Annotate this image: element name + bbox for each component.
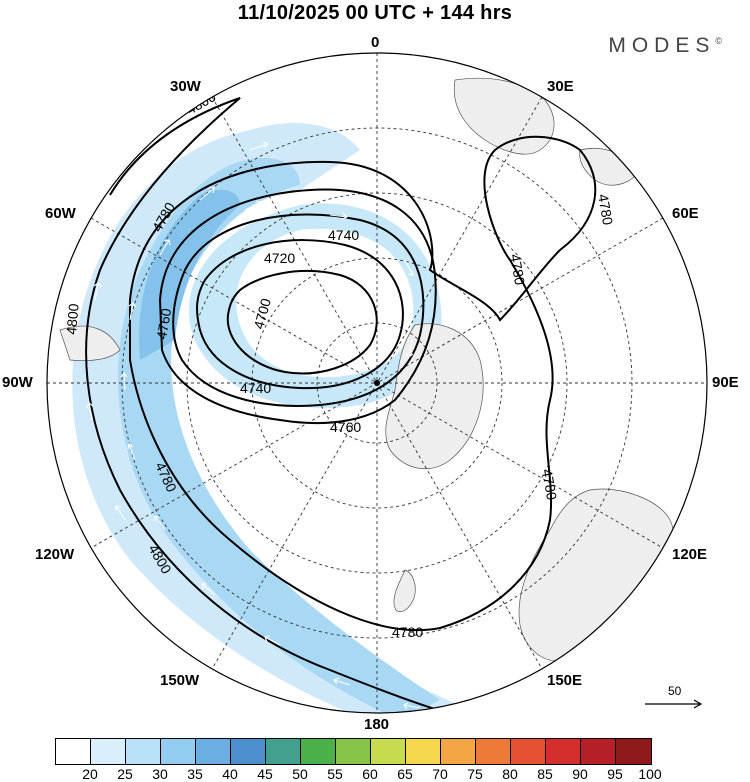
colorbar-tick-label: 95 [607, 766, 623, 782]
landmass-south-america-tip [59, 325, 121, 362]
colorbar-tick-label: 80 [502, 766, 518, 782]
polar-map: 4700 4720 4740 4740 4760 4760 4780 4780 … [46, 52, 708, 714]
colorbar-tick-label: 90 [572, 766, 588, 782]
landmass-africa [579, 147, 641, 186]
contour-4780 [129, 135, 597, 632]
colorbar-swatch [56, 739, 91, 764]
wind-shading-core [139, 189, 240, 360]
landmass-new-zealand [393, 569, 416, 612]
contour-label-4780-right: 4780 [507, 253, 528, 287]
contour-label-4780-east: 4780 [595, 193, 616, 227]
colorbar-swatch [616, 739, 651, 764]
wind-vectors [86, 141, 421, 710]
colorbar-tick-label: 25 [117, 766, 133, 782]
lon-label-150e: 150E [547, 672, 583, 689]
colorbar-swatch [406, 739, 441, 764]
colorbar-tick-label: 70 [432, 766, 448, 782]
colorbar-swatch [91, 739, 126, 764]
contour-label-4720: 4720 [264, 250, 295, 266]
contour-4700 [226, 269, 378, 375]
colorbar-tick-label: 85 [537, 766, 553, 782]
contour-label-4780-south: 4780 [539, 468, 560, 502]
contour-label-4780-bottom: 4780 [392, 624, 423, 640]
wind-shading-ring [188, 203, 442, 408]
colorbar-swatch [196, 739, 231, 764]
lon-label-90e: 90E [712, 374, 739, 391]
chart-title: 11/10/2025 00 UTC + 144 hrs [237, 2, 513, 24]
brand-logo: MODES© [608, 34, 722, 58]
colorbar-swatch [126, 739, 161, 764]
contour-label-4760-left: 4760 [153, 307, 174, 341]
colorbar-tick-label: 55 [327, 766, 343, 782]
contour-label-4740-bottom: 4740 [240, 380, 271, 396]
lon-label-120e: 120E [672, 546, 708, 563]
lon-label-90w: 90W [2, 374, 33, 391]
colorbar-tick-label: 60 [362, 766, 378, 782]
colorbar-tick-label: 100 [638, 766, 662, 782]
lon-label-60w: 60W [45, 205, 76, 222]
colorbar-swatch [231, 739, 266, 764]
lon-label-60e: 60E [672, 205, 699, 222]
colorbar-tick-label: 50 [292, 766, 308, 782]
colorbar-tick-label: 65 [397, 766, 413, 782]
colorbar-swatch [476, 739, 511, 764]
contour-label-4740-top: 4740 [328, 227, 359, 243]
copyright-mark: © [715, 36, 722, 46]
colorbar-swatch [336, 739, 371, 764]
wind-shading-inner [118, 157, 440, 713]
colorbar-ticks: 20 25 30 35 40 45 50 55 60 65 70 75 80 85 90 95 100 [0, 766, 750, 782]
vector-reference-value: 50 [668, 684, 682, 698]
pole-marker [374, 380, 380, 386]
contour-4760 [158, 188, 437, 425]
contour-label-4760-bottom: 4760 [330, 419, 361, 435]
contour-4800 [85, 97, 446, 713]
contour-label-4700: 4700 [250, 296, 274, 330]
colorbar-swatch [546, 739, 581, 764]
contour-4720 [196, 239, 404, 390]
colorbar-swatch [301, 739, 336, 764]
map-border [46, 52, 708, 714]
colorbar-tick-label: 75 [467, 766, 483, 782]
lon-label-0: 0 [371, 34, 380, 51]
lon-label-180: 180 [364, 716, 390, 733]
lon-label-30w: 30W [170, 78, 201, 95]
colorbar-tick-label: 35 [187, 766, 203, 782]
colorbar-swatch [441, 739, 476, 764]
colorbar-swatch [581, 739, 616, 764]
colorbar-tick-label: 30 [152, 766, 168, 782]
colorbar-tick-label: 40 [222, 766, 238, 782]
colorbar-swatch [511, 739, 546, 764]
lon-label-120w: 120W [35, 546, 75, 563]
lon-label-150w: 150W [160, 672, 200, 689]
vector-reference-arrow [645, 699, 703, 709]
colorbar-swatch [266, 739, 301, 764]
colorbar-swatch [371, 739, 406, 764]
colorbar-tick-label: 45 [257, 766, 273, 782]
lon-label-30e: 30E [547, 78, 574, 95]
height-contours [85, 97, 597, 713]
colorbar [55, 738, 652, 765]
colorbar-swatch [161, 739, 196, 764]
colorbar-tick-label: 20 [82, 766, 98, 782]
contour-label-4800-left: 4800 [63, 303, 82, 336]
contour-4740 [172, 213, 425, 407]
brand-name: MODES [608, 34, 716, 57]
